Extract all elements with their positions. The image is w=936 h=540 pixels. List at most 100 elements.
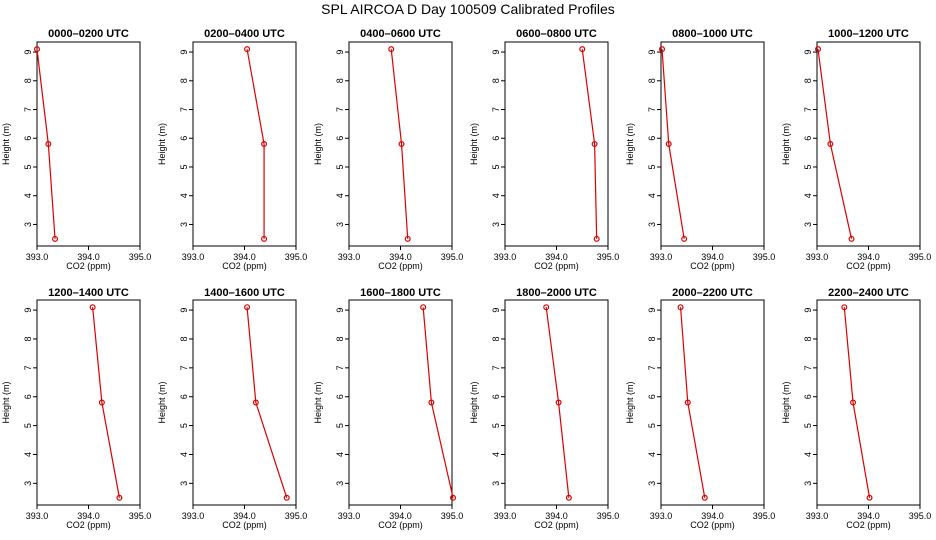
y-tick-label: 4 xyxy=(335,452,345,457)
data-point xyxy=(261,141,268,148)
y-tick-label: 7 xyxy=(647,365,657,370)
panel-title: 0400–0600 UTC xyxy=(360,28,441,40)
plot-frame xyxy=(192,299,297,506)
plot-frame xyxy=(660,299,765,506)
y-axis-label: Height (m) xyxy=(1,123,11,165)
y-axis-label: Height (m) xyxy=(1,381,11,423)
y-tick-label: 9 xyxy=(803,308,813,313)
y-tick-label: 6 xyxy=(803,136,813,141)
y-axis-label: Height (m) xyxy=(781,381,791,423)
y-tick-label: 3 xyxy=(179,222,189,227)
x-tick-label: 395.0 xyxy=(285,511,308,521)
x-tick-label: 395.0 xyxy=(441,511,464,521)
panel-1: 0000–0200 UTC 393.0 394.0 395.0 3 4 5 6 7 8 9 CO2 (… xyxy=(1,28,151,271)
x-tick-label: 395.0 xyxy=(753,252,776,262)
data-point xyxy=(244,304,251,311)
data-point xyxy=(681,235,688,242)
x-tick-label: 393.0 xyxy=(494,252,517,262)
data-point xyxy=(677,304,684,311)
x-axis-label: CO2 (ppm) xyxy=(690,520,735,530)
y-tick-label: 7 xyxy=(335,107,345,112)
y-tick-label: 5 xyxy=(23,423,33,428)
panel-title: 1600–1800 UTC xyxy=(360,287,441,299)
y-tick-label: 9 xyxy=(23,50,33,55)
y-tick-label: 6 xyxy=(23,394,33,399)
profile-line xyxy=(661,49,685,239)
y-tick-label: 7 xyxy=(23,365,33,370)
x-tick-label: 395.0 xyxy=(129,252,152,262)
plot-frame xyxy=(36,41,141,247)
x-tick-label: 395.0 xyxy=(285,252,308,262)
data-point xyxy=(555,399,562,406)
y-tick-label: 6 xyxy=(803,394,813,399)
data-point xyxy=(52,235,59,242)
x-tick-label: 394.0 xyxy=(233,252,256,262)
y-tick-label: 6 xyxy=(491,136,501,141)
y-tick-label: 5 xyxy=(179,164,189,169)
y-tick-label: 4 xyxy=(647,452,657,457)
y-tick-label: 3 xyxy=(647,481,657,486)
x-axis-label: CO2 (ppm) xyxy=(690,261,735,271)
y-tick-label: 3 xyxy=(335,481,345,486)
data-point xyxy=(89,304,96,311)
y-tick-label: 8 xyxy=(647,336,657,341)
data-point xyxy=(244,46,251,53)
x-axis-label: CO2 (ppm) xyxy=(66,261,111,271)
panel-10: 1800–2000 UTC 393.0 394.0 395.0 3 4 5 6 7 8 9 CO2 (… xyxy=(469,287,619,530)
x-tick-label: 395.0 xyxy=(909,252,932,262)
y-tick-label: 5 xyxy=(803,423,813,428)
data-point xyxy=(659,46,666,53)
y-tick-label: 5 xyxy=(491,423,501,428)
data-point xyxy=(420,304,427,311)
y-tick-label: 3 xyxy=(803,222,813,227)
panel-5: 0800–1000 UTC 393.0 394.0 395.0 3 4 5 6 7 8 9 CO2 (… xyxy=(625,28,775,271)
panel-title: 1400–1600 UTC xyxy=(204,287,285,299)
y-tick-label: 7 xyxy=(23,107,33,112)
y-tick-label: 9 xyxy=(179,50,189,55)
y-tick-label: 3 xyxy=(491,481,501,486)
y-tick-label: 9 xyxy=(491,308,501,313)
y-tick-label: 8 xyxy=(23,336,33,341)
y-tick-label: 6 xyxy=(179,394,189,399)
y-tick-label: 8 xyxy=(803,78,813,83)
y-tick-label: 9 xyxy=(335,50,345,55)
profile-line xyxy=(679,307,706,498)
panel-12: 2200–2400 UTC 393.0 394.0 395.0 3 4 5 6 7 8 9 CO2 (… xyxy=(781,287,931,530)
data-point xyxy=(565,494,572,501)
y-tick-label: 6 xyxy=(647,394,657,399)
profile-line xyxy=(36,49,56,239)
y-tick-label: 4 xyxy=(647,193,657,198)
plot-frame xyxy=(348,41,453,247)
x-axis-label: CO2 (ppm) xyxy=(378,520,423,530)
y-axis-label: Height (m) xyxy=(469,123,479,165)
y-tick-label: 3 xyxy=(491,222,501,227)
data-point xyxy=(543,304,550,311)
x-tick-label: 395.0 xyxy=(129,511,152,521)
data-point xyxy=(827,141,834,148)
y-tick-label: 5 xyxy=(803,164,813,169)
y-tick-label: 9 xyxy=(491,50,501,55)
plot-frame xyxy=(192,41,297,247)
x-axis-label: CO2 (ppm) xyxy=(222,520,267,530)
x-axis-label: CO2 (ppm) xyxy=(846,520,891,530)
profile-line xyxy=(422,307,454,498)
panel-title: 1000–1200 UTC xyxy=(828,28,909,40)
data-point xyxy=(848,235,855,242)
figure-title: SPL AIRCOA D Day 100509 Calibrated Profi… xyxy=(321,1,615,17)
x-tick-label: 395.0 xyxy=(597,252,620,262)
x-tick-label: 393.0 xyxy=(806,511,829,521)
y-tick-label: 7 xyxy=(179,365,189,370)
y-tick-label: 9 xyxy=(179,308,189,313)
y-tick-label: 4 xyxy=(23,452,33,457)
x-tick-label: 393.0 xyxy=(182,252,205,262)
data-point xyxy=(398,141,405,148)
y-tick-label: 5 xyxy=(23,164,33,169)
panel-title: 0200–0400 UTC xyxy=(204,28,285,40)
plot-frame xyxy=(348,299,453,506)
panel-8: 1400–1600 UTC 393.0 394.0 395.0 3 4 5 6 7 8 9 CO2 (… xyxy=(157,287,307,530)
y-tick-label: 3 xyxy=(335,222,345,227)
profile-line xyxy=(246,49,265,239)
x-axis-label: CO2 (ppm) xyxy=(846,261,891,271)
y-tick-label: 5 xyxy=(647,164,657,169)
y-axis-label: Height (m) xyxy=(469,381,479,423)
